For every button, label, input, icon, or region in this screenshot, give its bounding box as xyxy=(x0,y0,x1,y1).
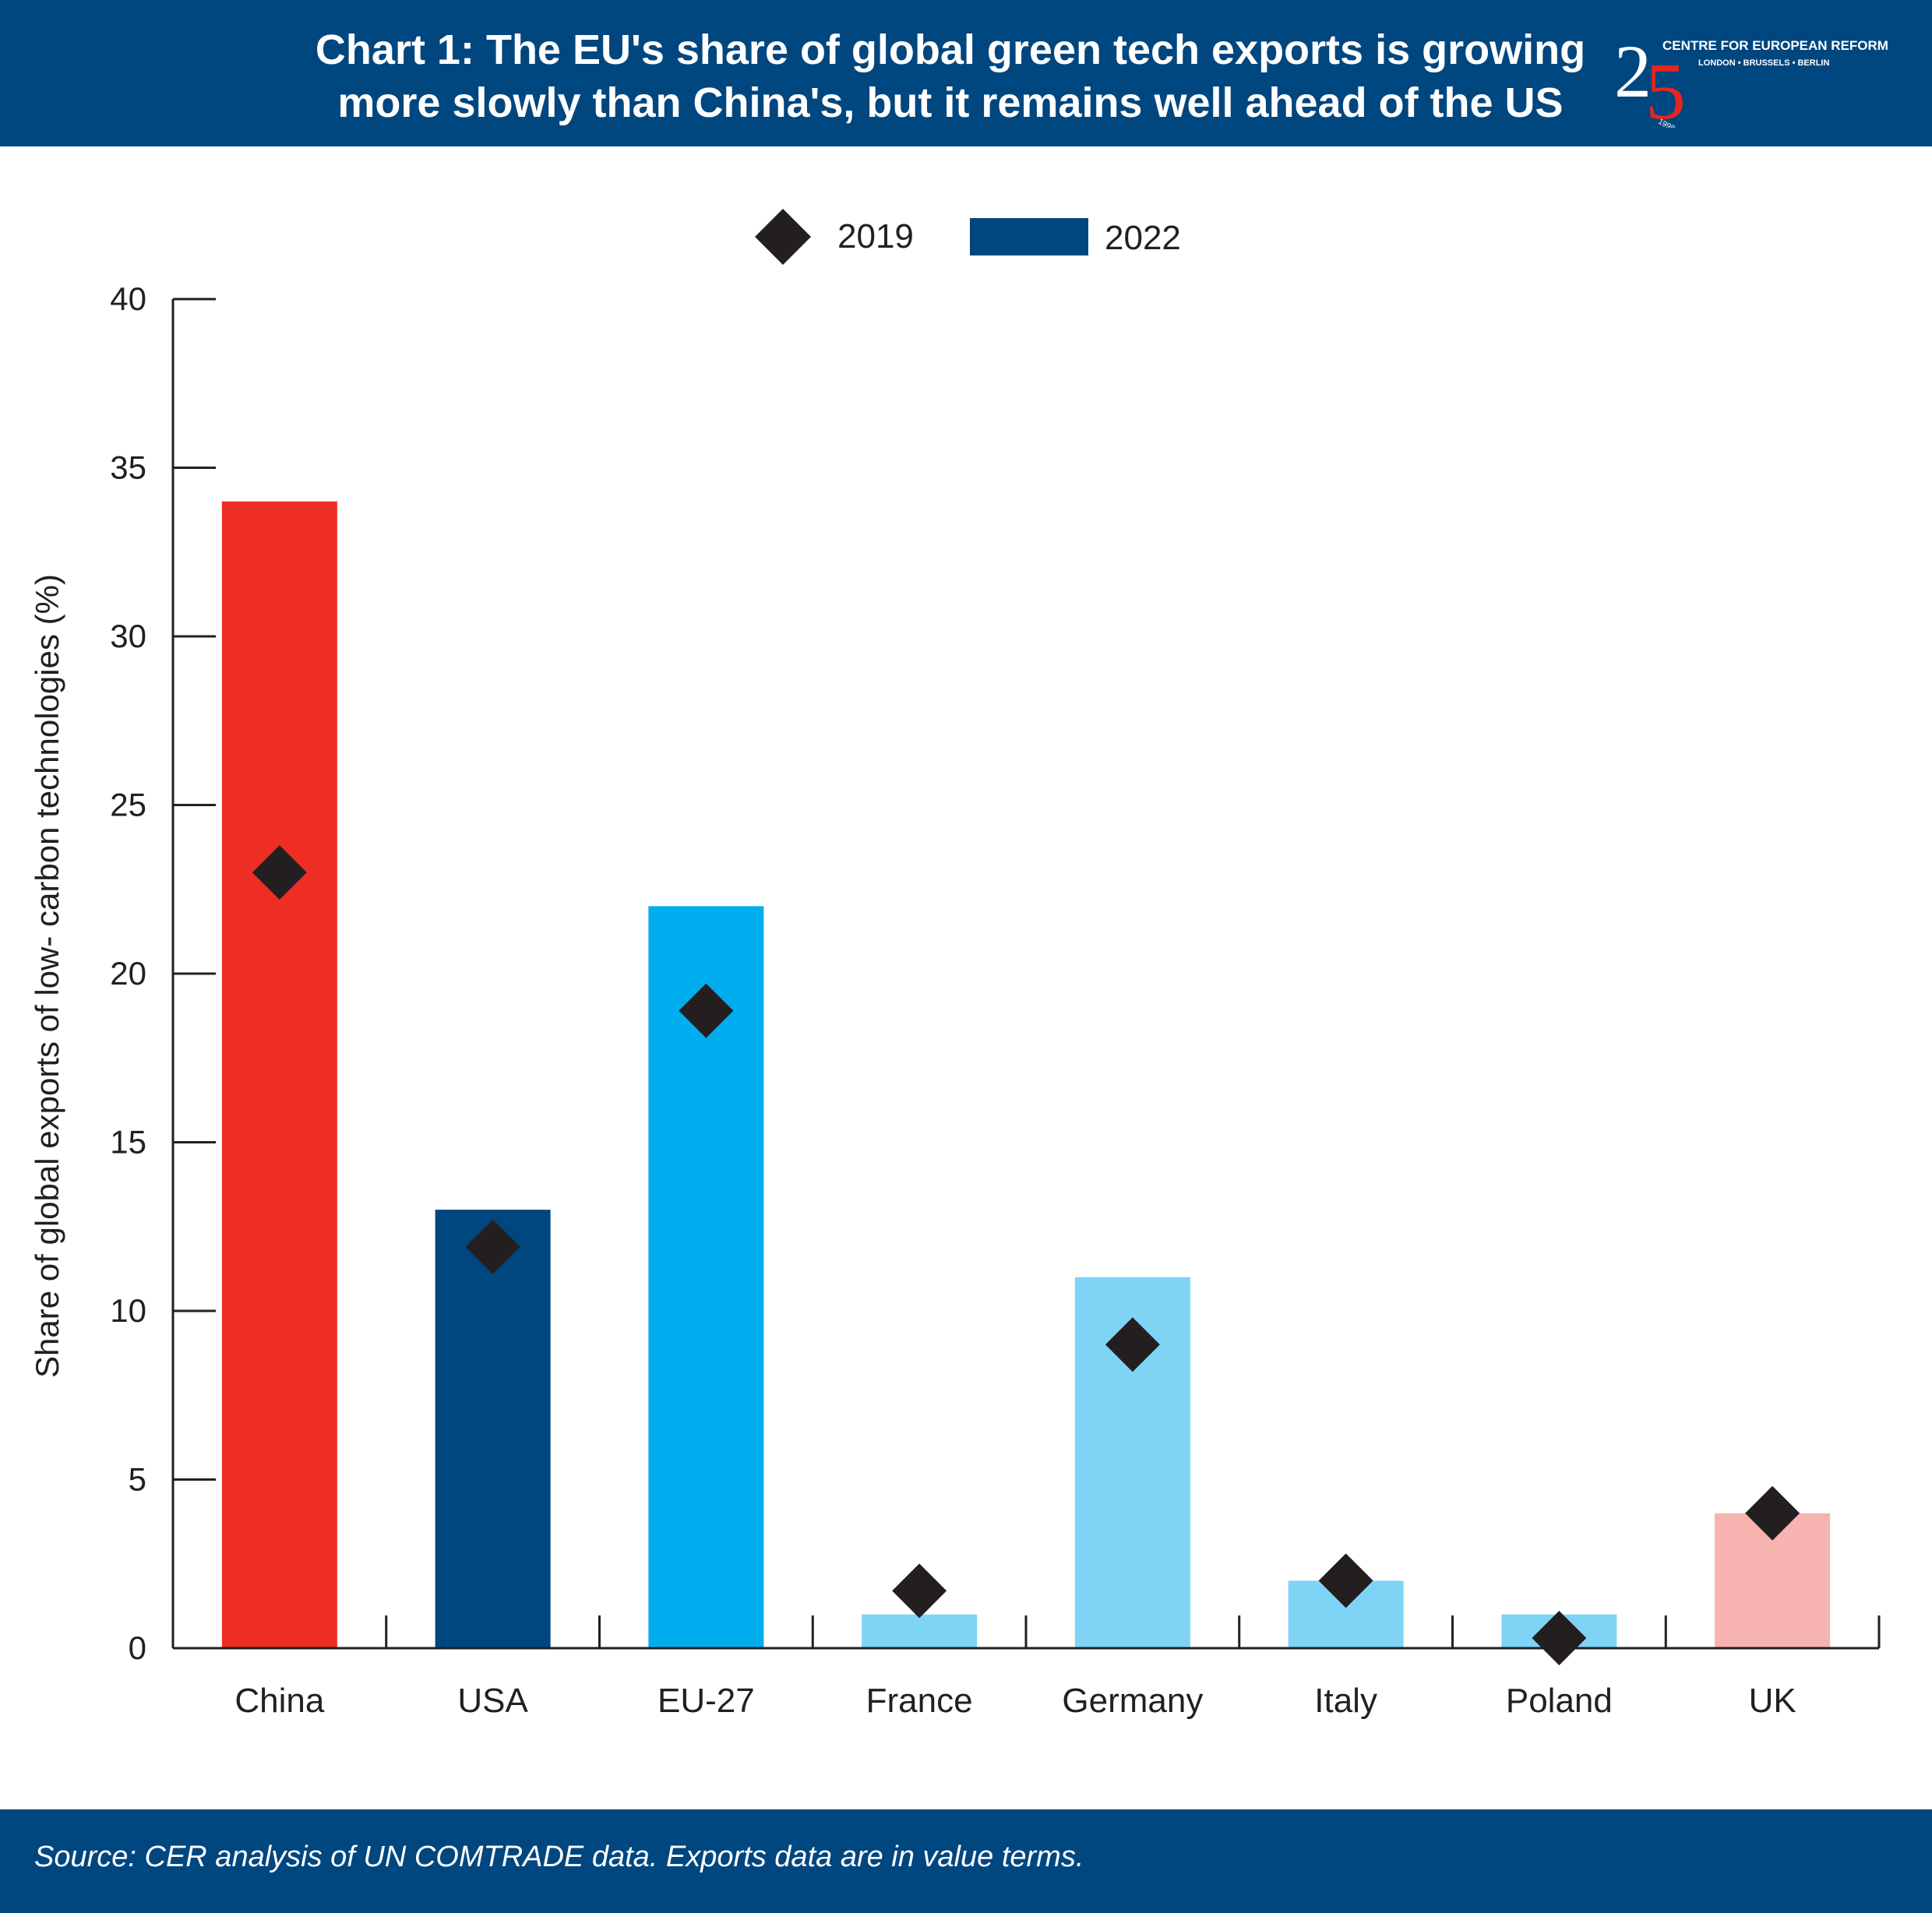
chart-title-line-2: more slowly than China's, but it remains… xyxy=(337,79,1564,126)
chart: 2019 2022 0 5 10 15 20 25 30 35 40 China USA EU-27 F… xyxy=(29,209,1881,1720)
legend-label-2022: 2022 xyxy=(1105,219,1181,257)
y-tick-label: 20 xyxy=(110,955,146,992)
y-axis-label: Share of global exports of low- carbon t… xyxy=(29,574,65,1378)
marker-2019-china xyxy=(252,845,307,900)
x-tick-label: China xyxy=(234,1682,324,1720)
x-tick-label: Italy xyxy=(1314,1682,1377,1720)
cer-logo: 2 5 CENTRE FOR EUROPEAN REFORM LONDON • … xyxy=(1614,30,1888,128)
y-tick-label: 35 xyxy=(110,449,146,486)
chart-header: Chart 1: The EU's share of global green … xyxy=(0,0,1932,146)
marker-2019-uk xyxy=(1745,1485,1800,1541)
chart-title-line-1: Chart 1: The EU's share of global green … xyxy=(315,26,1586,73)
x-axis: China USA EU-27 France Germany Italy Poland UK xyxy=(173,1615,1881,1720)
logo-digit-2: 2 xyxy=(1614,30,1652,113)
marker-2019-germany xyxy=(1105,1317,1160,1372)
x-tick-label: France xyxy=(866,1682,973,1720)
marker-2019-eu-27 xyxy=(679,983,734,1038)
markers-2019 xyxy=(252,845,1800,1666)
chart-footer: Source: CER analysis of UN COMTRADE data… xyxy=(0,1809,1932,1913)
legend: 2019 2022 xyxy=(755,209,1181,265)
legend-label-2019: 2019 xyxy=(837,217,914,255)
x-tick-label: Germany xyxy=(1062,1682,1203,1720)
bar-france xyxy=(862,1614,978,1648)
x-tick-label: UK xyxy=(1749,1682,1796,1720)
bars-2022 xyxy=(173,501,1879,1650)
y-axis: 0 5 10 15 20 25 30 35 40 xyxy=(110,280,216,1666)
y-tick-label: 25 xyxy=(110,787,146,823)
x-tick-label: USA xyxy=(457,1682,528,1720)
legend-swatch-2019 xyxy=(755,209,811,265)
logo-digit-5: 5 xyxy=(1645,47,1686,128)
bar-china xyxy=(221,501,337,1648)
logo-org-name: CENTRE FOR EUROPEAN REFORM xyxy=(1662,38,1888,53)
y-tick-label: 0 xyxy=(129,1629,146,1666)
x-tick-label: Poland xyxy=(1506,1682,1613,1720)
x-tick-label: EU-27 xyxy=(658,1682,755,1720)
bar-usa xyxy=(435,1210,551,1648)
logo-cities: LONDON • BRUSSELS • BERLIN xyxy=(1698,58,1829,68)
source-note: Source: CER analysis of UN COMTRADE data… xyxy=(34,1841,1084,1873)
y-tick-label: 10 xyxy=(110,1292,146,1329)
marker-2019-france xyxy=(892,1563,947,1619)
y-tick-label: 15 xyxy=(110,1124,146,1161)
y-tick-label: 5 xyxy=(129,1461,146,1498)
marker-2019-italy xyxy=(1318,1553,1373,1608)
legend-swatch-2022 xyxy=(970,218,1088,255)
marker-2019-usa xyxy=(465,1219,520,1274)
chart-title: Chart 1: The EU's share of global green … xyxy=(296,23,1605,129)
marker-2019-poland xyxy=(1532,1611,1587,1666)
y-tick-label: 40 xyxy=(110,280,146,317)
y-tick-label: 30 xyxy=(110,618,146,654)
